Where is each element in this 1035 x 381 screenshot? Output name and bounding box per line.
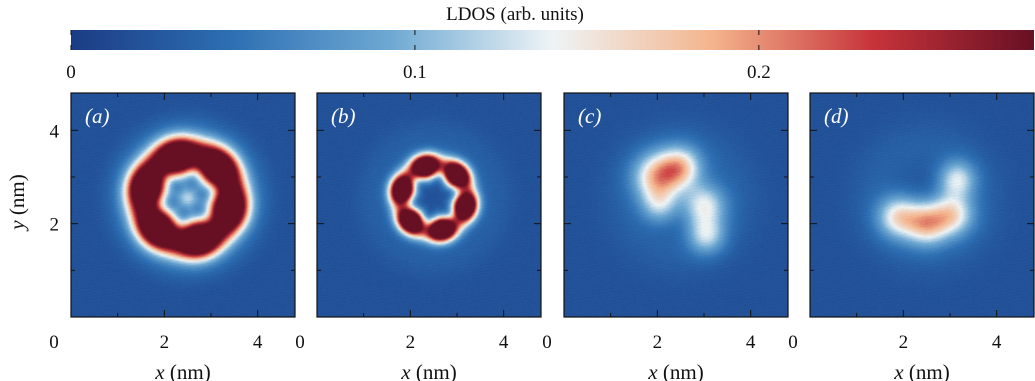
panel-b: (b) 0 2 4 x (nm) [295, 92, 542, 381]
colorbar-label: LDOS (arb. units) [446, 4, 584, 25]
x-tick-label: 4 [992, 332, 1002, 353]
x-tick-label: 2 [899, 332, 909, 353]
x-axis-variable: x [154, 360, 165, 381]
x-tick-label: 0 [49, 332, 59, 353]
heatmap-image [71, 93, 295, 317]
x-axis-unit: (nm) [904, 360, 950, 381]
x-tick-label: 0 [295, 332, 305, 353]
svg-text:y (nm): y (nm) [5, 174, 29, 231]
x-axis-label: x (nm) [154, 360, 210, 381]
x-axis-label: x (nm) [893, 360, 949, 381]
x-tick-label: 4 [253, 332, 263, 353]
colorbar: LDOS (arb. units) 0 0.1 0.2 [66, 4, 1034, 83]
y-axis-variable: y [5, 220, 29, 232]
x-axis-variable: x [893, 360, 904, 381]
y-axis-unit: (nm) [5, 174, 29, 220]
panel-label: (b) [331, 104, 356, 128]
x-tick-label: 0 [788, 332, 798, 353]
x-axis-unit: (nm) [165, 360, 211, 381]
y-tick-label: 2 [50, 215, 60, 236]
x-tick-label: 4 [746, 332, 756, 353]
panel-frame [563, 92, 789, 318]
panel-label: (d) [824, 104, 849, 128]
x-axis-label: x (nm) [647, 360, 703, 381]
x-axis-variable: x [400, 360, 411, 381]
x-tick-label: 2 [160, 332, 170, 353]
x-axis-variable: x [647, 360, 658, 381]
y-axis-label: y (nm) [5, 174, 29, 231]
panel-c: (c) 0 2 4 x (nm) [542, 92, 789, 381]
panel-frame [316, 92, 542, 318]
panel-d: (d) 0 2 4 x (nm) [788, 92, 1035, 381]
colorbar-tick-label: 0 [66, 62, 76, 83]
panel-frame [70, 92, 296, 318]
panel-label: (a) [85, 104, 110, 128]
x-tick-label: 4 [499, 332, 509, 353]
x-axis-unit: (nm) [658, 360, 704, 381]
heatmap-image [317, 93, 541, 317]
x-tick-label: 0 [542, 332, 552, 353]
panel-label: (c) [578, 104, 601, 128]
x-tick-label: 2 [653, 332, 663, 353]
x-axis-label: x (nm) [400, 360, 456, 381]
y-tick-label: 4 [50, 121, 60, 142]
colorbar-tick-label: 0.1 [403, 62, 427, 83]
colorbar-tick-label: 0.2 [747, 62, 771, 83]
panel-a: (a) 0 2 4 x (nm) 2 4 [49, 92, 296, 381]
colorbar-gradient [71, 30, 1034, 50]
heatmap-panels: (a)0 2 4x (nm)24(b)0 2 4x (nm)(c)0 2 4x (nm)(d… [49, 92, 1035, 381]
heatmap-image [564, 93, 788, 317]
colorbar-ticks: 0 0.1 0.2 [66, 30, 771, 83]
x-axis-unit: (nm) [411, 360, 457, 381]
panel-frame [809, 92, 1035, 318]
heatmap-image [810, 93, 1034, 317]
x-tick-label: 2 [406, 332, 416, 353]
